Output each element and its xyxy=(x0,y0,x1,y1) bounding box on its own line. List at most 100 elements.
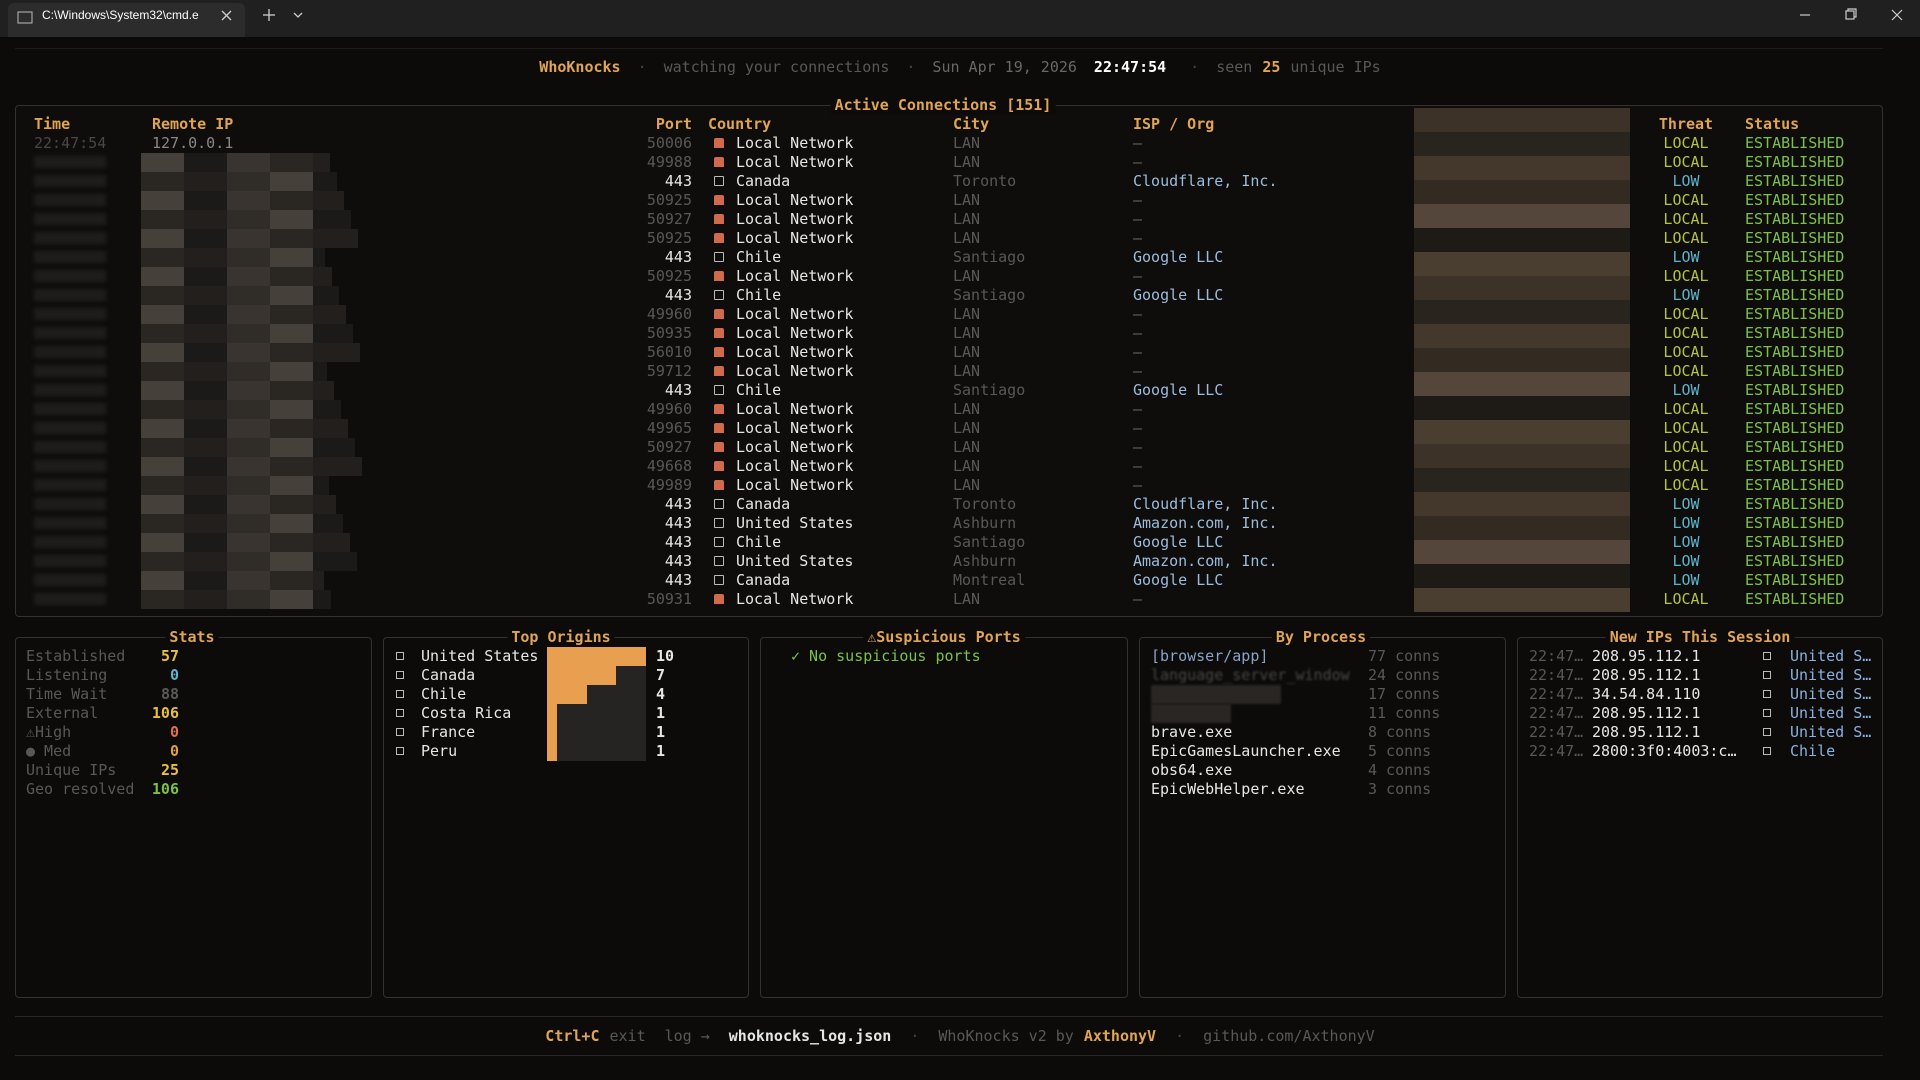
isp-cell: Google LLC xyxy=(1133,532,1224,551)
blurred-ip xyxy=(184,323,227,343)
tab-dropdown[interactable] xyxy=(293,12,303,18)
blurred-region xyxy=(1606,372,1630,396)
tab-close[interactable] xyxy=(221,10,232,21)
status-cell: ESTABLISHED xyxy=(1745,266,1845,285)
status-cell: ESTABLISHED xyxy=(1745,285,1845,304)
blurred-ip xyxy=(141,418,184,438)
blurred-ip xyxy=(313,209,351,229)
blurred-ip xyxy=(227,266,270,286)
blurred-region xyxy=(1558,468,1582,492)
blurred-region xyxy=(1534,444,1558,468)
blurred-region xyxy=(1582,228,1606,252)
flag-icon xyxy=(396,709,404,717)
blurred-ip xyxy=(227,285,270,305)
blurred-region xyxy=(1582,396,1606,420)
blurred-process xyxy=(1151,684,1281,704)
blurred-region xyxy=(1414,396,1438,420)
blurred-region xyxy=(1462,180,1486,204)
status-cell: ESTABLISHED xyxy=(1745,228,1845,247)
blurred-region xyxy=(1438,180,1462,204)
blurred-region xyxy=(1582,492,1606,516)
process-name: EpicWebHelper.exe xyxy=(1151,779,1305,798)
blurred-region xyxy=(1558,132,1582,156)
blurred-region xyxy=(1486,204,1510,228)
new-tab-button[interactable] xyxy=(263,9,275,21)
blurred-ip xyxy=(313,551,357,571)
isp-cell: – xyxy=(1133,589,1143,608)
blurred-region xyxy=(1534,228,1558,252)
city-cell: LAN xyxy=(953,304,981,323)
origin-count: 10 xyxy=(656,646,675,665)
blurred-ip xyxy=(227,513,270,533)
title-bar xyxy=(0,0,1920,37)
origin-count: 1 xyxy=(656,703,666,722)
threat-cell: LOCAL xyxy=(1663,190,1709,209)
flag-icon xyxy=(714,328,724,338)
bar xyxy=(547,703,557,723)
blurred-region xyxy=(1534,564,1558,588)
blurred-ip xyxy=(184,342,227,362)
new-ip-time: 22:47… xyxy=(1529,741,1584,760)
isp-cell: Google LLC xyxy=(1133,570,1224,589)
blurred-ip xyxy=(313,456,362,476)
blurred-ip xyxy=(141,513,184,533)
country-cell: Local Network xyxy=(736,456,854,475)
port-cell: 50925 xyxy=(646,190,692,209)
city-cell: LAN xyxy=(953,209,981,228)
restore-button[interactable] xyxy=(1845,8,1857,20)
blurred-ip xyxy=(227,475,270,495)
blurred-ip xyxy=(141,190,184,210)
process-conns: 8 conns xyxy=(1368,722,1432,741)
log-label: log → xyxy=(664,1026,710,1045)
blurred-ip xyxy=(184,247,227,267)
blurred-region xyxy=(1558,204,1582,228)
flag-icon xyxy=(714,480,724,490)
city-cell: LAN xyxy=(953,228,981,247)
flag-icon xyxy=(714,309,724,319)
tab[interactable] xyxy=(8,3,245,37)
flag-icon xyxy=(1763,652,1771,660)
blurred-ip xyxy=(141,589,184,609)
blurred-ip xyxy=(141,570,184,590)
blurred-ip xyxy=(270,342,313,362)
country-cell: Local Network xyxy=(736,589,854,608)
city-cell: LAN xyxy=(953,323,981,342)
blurred-ip xyxy=(227,152,270,172)
status-cell: ESTABLISHED xyxy=(1745,456,1845,475)
blurred-time xyxy=(34,479,106,491)
flag-icon xyxy=(1763,747,1771,755)
time: 22:47:54 xyxy=(1093,57,1167,76)
status-cell: ESTABLISHED xyxy=(1745,171,1845,190)
blurred-region xyxy=(1486,348,1510,372)
blurred-region xyxy=(1606,252,1630,276)
new-ip-address: 208.95.112.1 xyxy=(1592,646,1701,665)
blurred-region xyxy=(1582,204,1606,228)
port-cell: 49989 xyxy=(646,475,692,494)
blurred-region xyxy=(1558,492,1582,516)
port-cell: 49965 xyxy=(646,418,692,437)
blurred-region xyxy=(1582,588,1606,612)
blurred-region xyxy=(1582,108,1606,132)
city-cell: Santiago xyxy=(953,380,1026,399)
blurred-ip xyxy=(313,285,339,305)
seen-suffix: unique IPs xyxy=(1290,57,1381,76)
country-cell: Local Network xyxy=(736,133,854,152)
panel-title: ⚠Suspicious Ports xyxy=(863,627,1025,647)
blurred-ip xyxy=(184,437,227,457)
isp-cell: Google LLC xyxy=(1133,247,1224,266)
blurred-region xyxy=(1582,564,1606,588)
stat-label: Geo resolved xyxy=(26,779,135,798)
flag-icon xyxy=(714,195,724,205)
stat-value: 57 xyxy=(160,646,179,665)
blurred-ip xyxy=(313,304,346,324)
close-button[interactable] xyxy=(1891,9,1903,21)
blurred-region xyxy=(1462,492,1486,516)
blurred-ip xyxy=(313,171,337,191)
blurred-region xyxy=(1558,444,1582,468)
process-conns: 11 conns xyxy=(1368,703,1441,722)
blurred-ip xyxy=(141,228,184,248)
blurred-region xyxy=(1486,540,1510,564)
flag-icon xyxy=(396,690,404,698)
new-ip-time: 22:47… xyxy=(1529,703,1584,722)
